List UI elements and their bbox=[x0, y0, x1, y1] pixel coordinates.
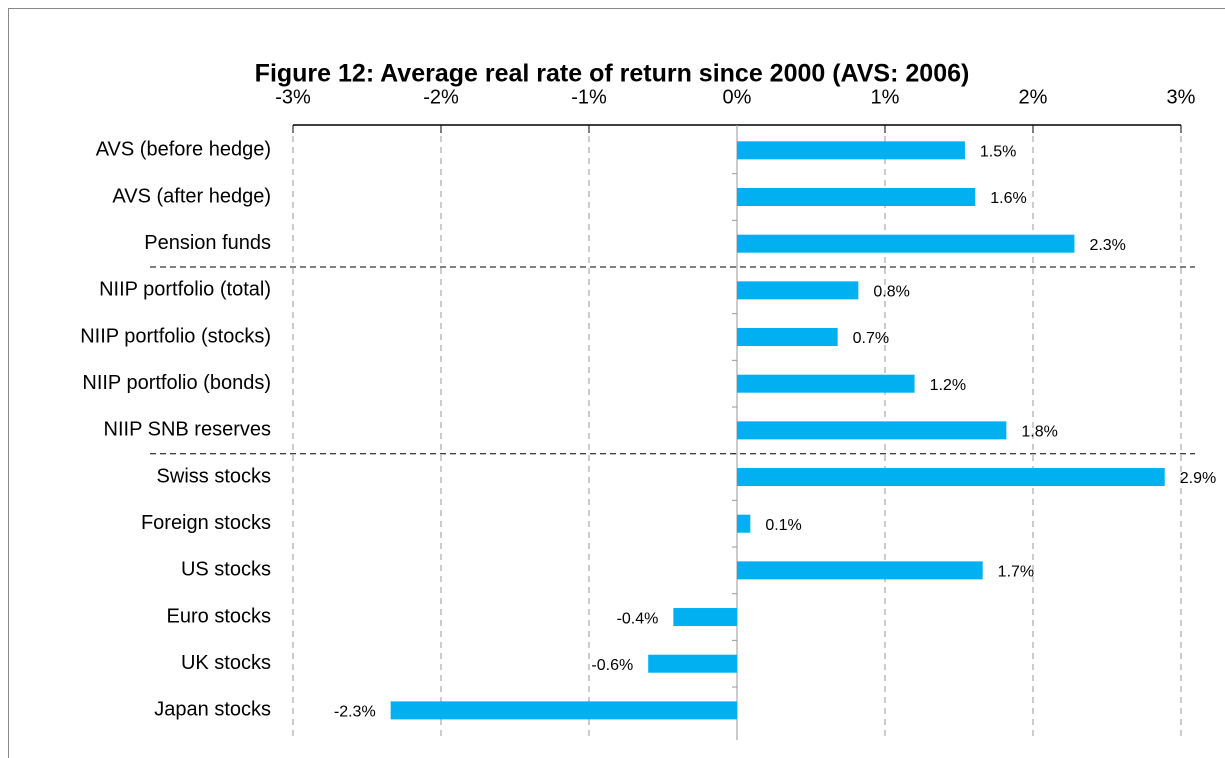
value-label: 1.5% bbox=[980, 144, 1016, 161]
value-label: 0.8% bbox=[873, 284, 909, 301]
x-tick-label: 0% bbox=[723, 86, 752, 108]
x-tick-label: 3% bbox=[1167, 86, 1196, 108]
x-tick-label: 1% bbox=[871, 86, 900, 108]
value-label: 1.8% bbox=[1021, 424, 1057, 441]
value-label: 2.9% bbox=[1180, 470, 1216, 487]
y-tick-label: Euro stocks bbox=[167, 605, 271, 627]
y-tick-label: NIIP SNB reserves bbox=[104, 419, 271, 441]
y-tick-label: Foreign stocks bbox=[141, 512, 271, 534]
y-tick-label: Swiss stocks bbox=[157, 465, 271, 487]
y-tick-label: NIIP portfolio (bonds) bbox=[82, 372, 271, 394]
value-label: -0.6% bbox=[591, 657, 633, 674]
y-tick-label: NIIP portfolio (total) bbox=[99, 279, 271, 301]
bar bbox=[648, 654, 737, 673]
y-tick-label: Pension funds bbox=[144, 232, 271, 254]
value-label: 0.1% bbox=[765, 517, 801, 534]
bar bbox=[737, 188, 976, 207]
bar bbox=[737, 328, 838, 347]
chart-title: Figure 12: Average real rate of return s… bbox=[255, 60, 970, 88]
value-label: -0.4% bbox=[617, 610, 659, 627]
x-tick-label: -3% bbox=[275, 86, 311, 108]
bar bbox=[737, 141, 965, 160]
x-tick-label: -2% bbox=[423, 86, 459, 108]
value-label: -2.3% bbox=[334, 704, 376, 721]
value-label: 0.7% bbox=[853, 330, 889, 347]
bar bbox=[737, 234, 1075, 253]
bar bbox=[390, 701, 737, 720]
y-tick-label: US stocks bbox=[181, 559, 271, 581]
bar bbox=[737, 514, 751, 533]
bar bbox=[673, 608, 737, 627]
y-tick-label: Japan stocks bbox=[154, 699, 271, 721]
x-tick-label: 2% bbox=[1019, 86, 1048, 108]
y-tick-label: NIIP portfolio (stocks) bbox=[80, 325, 271, 347]
frame bbox=[8, 8, 1225, 758]
bar bbox=[737, 468, 1165, 487]
y-tick-label: AVS (after hedge) bbox=[112, 185, 271, 207]
value-label: 1.2% bbox=[930, 377, 966, 394]
value-label: 1.7% bbox=[998, 564, 1034, 581]
y-tick-label: AVS (before hedge) bbox=[96, 139, 271, 161]
bar bbox=[737, 561, 983, 580]
bar bbox=[737, 421, 1007, 440]
bar bbox=[737, 281, 859, 300]
y-tick-label: UK stocks bbox=[181, 652, 271, 674]
value-label: 2.3% bbox=[1089, 237, 1125, 254]
x-tick-label: -1% bbox=[571, 86, 607, 108]
bar bbox=[737, 374, 915, 393]
value-label: 1.6% bbox=[990, 190, 1026, 207]
